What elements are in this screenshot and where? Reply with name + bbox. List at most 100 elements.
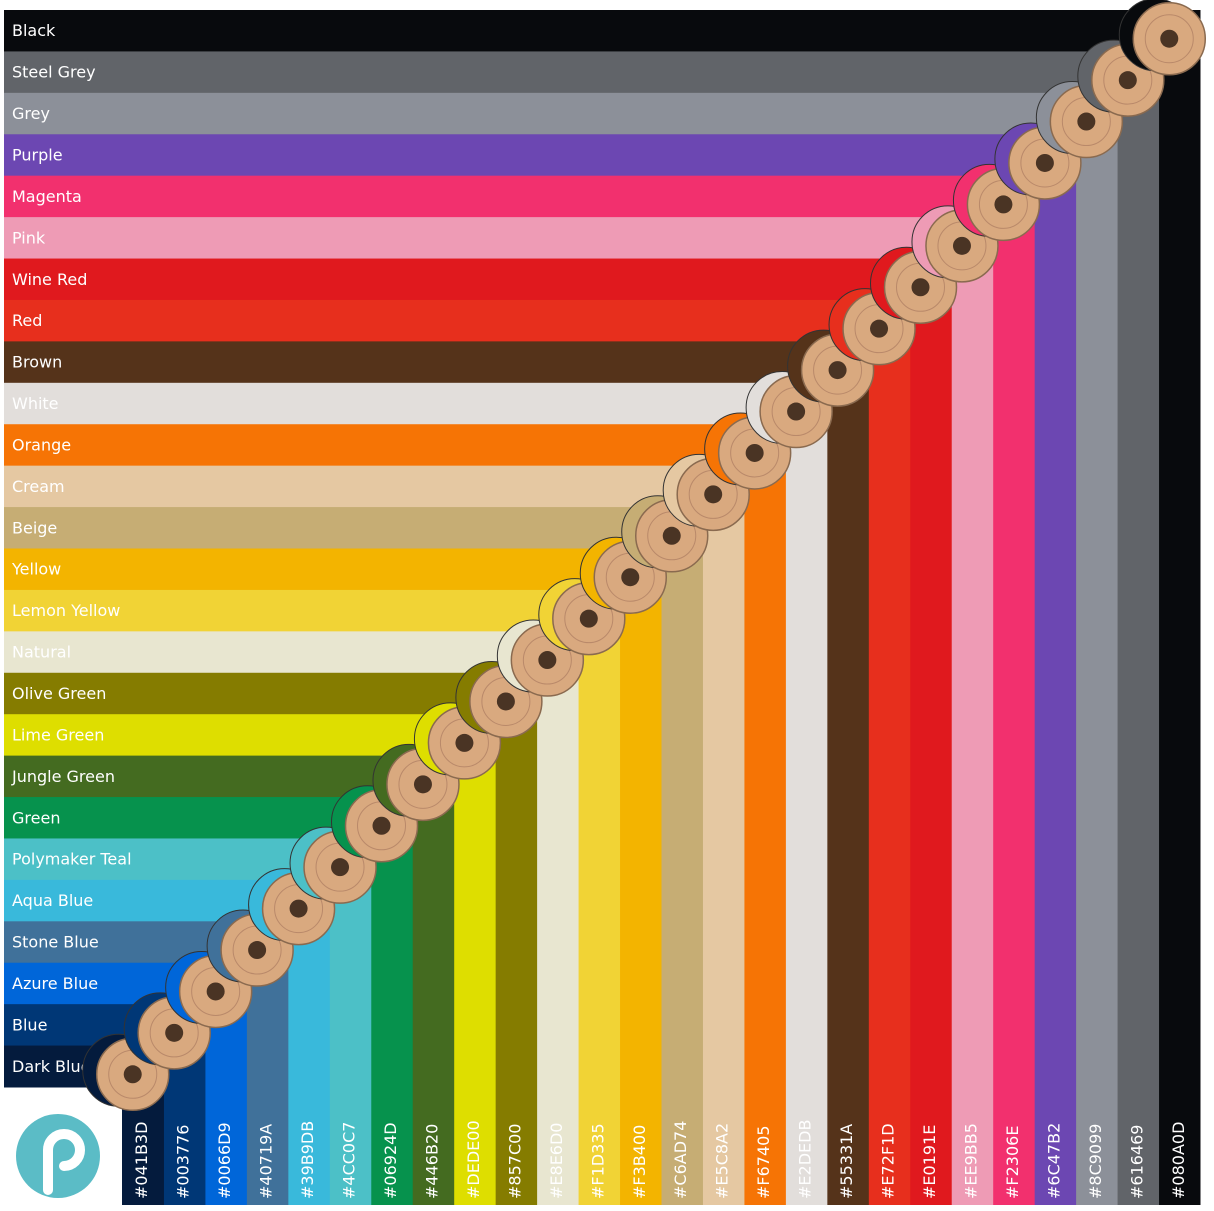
color-name: Pink: [12, 228, 46, 247]
color-hex: #8C9099: [1086, 1124, 1105, 1199]
color-name: Red: [12, 311, 42, 330]
color-hex: #857C00: [505, 1124, 524, 1199]
spool-hub: [289, 899, 308, 918]
color-column: [661, 507, 703, 1206]
spool-hub: [579, 609, 598, 628]
color-hex: #55331A: [837, 1124, 856, 1199]
color-name: Cream: [12, 477, 65, 496]
color-row: [4, 134, 1076, 177]
color-hex: #080A0D: [1169, 1122, 1188, 1199]
color-name: Lemon Yellow: [12, 601, 120, 620]
color-name: Jungle Green: [11, 767, 115, 786]
color-row: [4, 51, 1159, 94]
color-column: [1075, 92, 1118, 1205]
color-row: [4, 507, 703, 549]
color-name: Natural: [12, 643, 71, 662]
color-row: [4, 465, 744, 508]
color-hex: #39B9DB: [298, 1121, 317, 1199]
color-column: [495, 672, 538, 1205]
color-name: Black: [12, 21, 56, 40]
spool-hub: [745, 443, 764, 462]
color-hex: #F1D335: [588, 1123, 607, 1199]
color-row: [4, 175, 1035, 218]
color-row: [4, 92, 1118, 135]
color-name: Blue: [12, 1015, 47, 1034]
spool-hub: [372, 816, 391, 835]
color-name: White: [12, 394, 59, 413]
color-name: Purple: [12, 145, 63, 164]
color-hex: #616469: [1127, 1125, 1146, 1199]
color-name: Green: [12, 808, 60, 827]
spool-hub: [994, 195, 1013, 214]
color-name: Magenta: [12, 187, 82, 206]
color-hex: #E0191E: [920, 1125, 939, 1199]
color-name: Lime Green: [12, 725, 104, 744]
color-hex: #F67405: [754, 1125, 773, 1199]
color-column: [1117, 51, 1160, 1205]
spool-hub: [662, 526, 681, 545]
color-name: Azure Blue: [12, 974, 98, 993]
spool-hub: [496, 692, 515, 711]
spool-hub: [952, 236, 971, 255]
spool-hub: [413, 775, 432, 794]
color-name: Stone Blue: [12, 933, 99, 952]
spool-hub: [538, 651, 557, 670]
color-hex: #F2306E: [1003, 1126, 1022, 1199]
color-column: [702, 465, 745, 1206]
color-row: [4, 258, 952, 301]
color-name: Yellow: [11, 560, 61, 579]
color-column: [909, 258, 952, 1205]
spool-hub: [1077, 112, 1096, 131]
spool-hub: [787, 402, 806, 421]
color-row: [4, 382, 827, 425]
color-hex: #06924D: [381, 1122, 400, 1199]
color-column: [453, 714, 496, 1205]
color-column: [951, 217, 994, 1206]
spool-hub: [331, 858, 350, 877]
color-column: [619, 548, 662, 1205]
spool-hub: [248, 941, 267, 960]
color-hex: #E72F1D: [879, 1123, 898, 1199]
color-column: [992, 175, 1035, 1206]
color-name: Dark Blue: [12, 1057, 90, 1076]
color-hex: #C6AD74: [671, 1121, 690, 1199]
color-column: [785, 382, 828, 1205]
color-name: Wine Red: [12, 270, 87, 289]
color-hex: #4CC0C7: [340, 1122, 359, 1199]
spool-hub: [911, 278, 930, 297]
color-hex: #40719A: [257, 1124, 276, 1199]
color-name: Brown: [12, 353, 62, 372]
color-hex: #E2DEDB: [796, 1120, 815, 1199]
spool-hub: [123, 1065, 142, 1084]
logo: [16, 1114, 100, 1198]
color-column: [536, 631, 579, 1205]
color-name: Polymaker Teal: [12, 850, 132, 869]
color-row: [4, 217, 993, 260]
color-hex: #EE9BB5: [961, 1123, 980, 1199]
color-hex: #041B3D: [132, 1122, 151, 1199]
spool-hub: [1118, 71, 1137, 90]
spool: [1118, 0, 1207, 76]
color-name: Beige: [12, 518, 57, 537]
color-column: [1034, 134, 1077, 1205]
spool: [372, 743, 460, 822]
color-column: [412, 755, 455, 1205]
color-row: [4, 10, 1200, 52]
color-column: [743, 424, 786, 1205]
color-hex: #6C47B2: [1044, 1123, 1063, 1199]
color-name: Aqua Blue: [12, 891, 93, 910]
spool: [289, 826, 377, 904]
spool-hub: [621, 568, 640, 587]
color-hex: #0066D9: [215, 1122, 234, 1199]
color-column: [1158, 10, 1201, 1205]
color-name: Grey: [12, 104, 50, 123]
spool-ring: [1144, 14, 1194, 64]
color-hex: #E8E6D0: [547, 1123, 566, 1199]
color-column: [578, 589, 621, 1205]
spool-hub: [165, 1023, 184, 1042]
color-hex: #003776: [174, 1125, 193, 1199]
color-hex: #E5C8A2: [713, 1123, 732, 1199]
spool-hub: [455, 733, 474, 752]
spool-hub: [1160, 29, 1179, 48]
